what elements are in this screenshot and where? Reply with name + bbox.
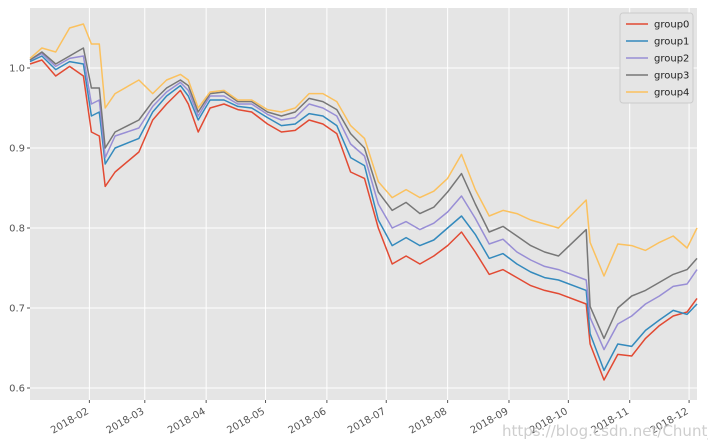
x-tick-label: 2018-06 [287,406,329,436]
series-line-group2 [29,52,698,351]
y-tick-label: 0.8 [9,224,25,235]
y-axis-ticks: 0.6 0.7 0.8 0.9 1.0 [9,64,30,395]
legend-label: group0 [654,20,689,31]
y-tick-label: 0.9 [9,144,25,155]
plot-area [30,8,697,400]
x-tick-label: 2018-05 [225,406,267,436]
x-tick-label: 2018-03 [105,406,147,436]
legend-label: group3 [654,71,689,82]
series-lines [29,23,698,381]
legend-label: group2 [654,54,689,65]
watermark: https://blog.csdn.net/Chunt_ [502,422,708,441]
grid-lines [30,8,697,400]
x-tick-label: 2018-07 [346,406,388,436]
legend-label: group1 [654,37,689,48]
y-tick-label: 0.7 [9,304,25,315]
series-line-group4 [29,23,698,277]
x-tick-label: 2018-08 [407,406,449,436]
legend: group0 group1 group2 group3 group4 [619,12,694,104]
y-tick-label: 0.6 [9,384,25,395]
legend-box [619,12,694,104]
y-tick-label: 1.0 [9,64,25,75]
x-tick-label: 2018-04 [166,406,208,436]
series-line-group1 [29,55,698,372]
series-line-group3 [29,47,698,340]
series-line-group0 [29,59,698,381]
x-tick-label: 2018-02 [49,406,91,436]
legend-label: group4 [654,88,689,99]
